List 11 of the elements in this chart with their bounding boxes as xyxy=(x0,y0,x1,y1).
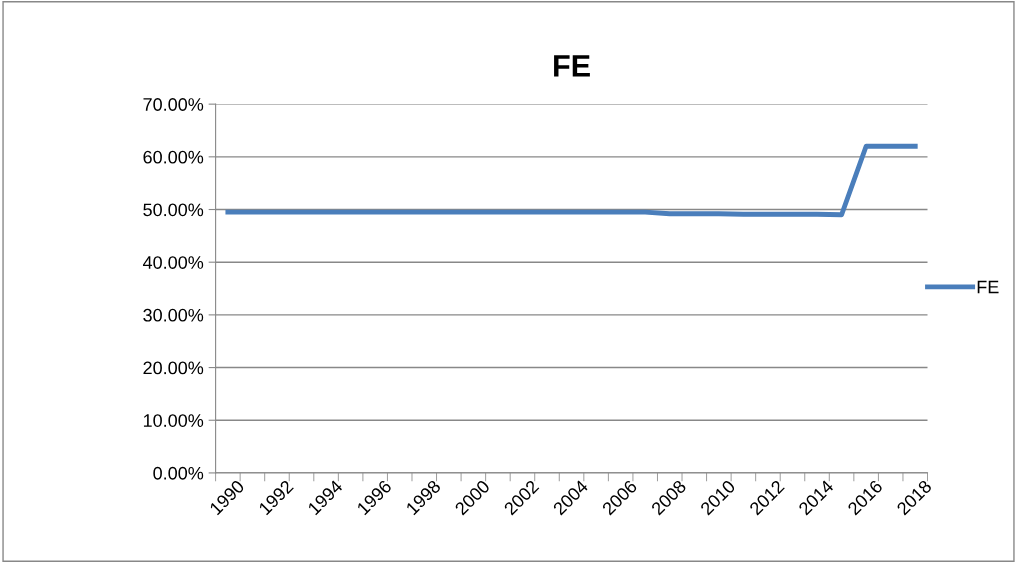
y-tick-label: 50.00% xyxy=(143,203,204,217)
chart-title: FE xyxy=(554,55,590,77)
y-tick-label: 60.00% xyxy=(143,150,204,164)
y-tick-label: 40.00% xyxy=(142,256,204,269)
y-tick-label: 10.00% xyxy=(143,414,204,427)
y-tick-label: 20.00% xyxy=(143,361,204,375)
legend-label: FE xyxy=(977,280,999,294)
y-tick-label: 30.00% xyxy=(143,308,204,322)
line-series xyxy=(225,143,918,218)
y-tick-label: 70.00% xyxy=(143,98,204,111)
y-tick-label: 0.00% xyxy=(153,466,204,480)
